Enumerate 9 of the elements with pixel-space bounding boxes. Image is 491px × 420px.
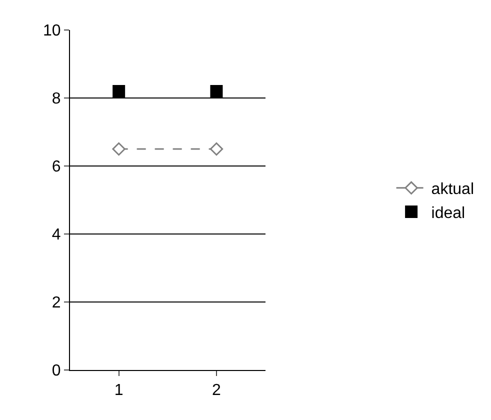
legend-label: aktual — [431, 181, 474, 198]
legend-label: ideal — [431, 204, 466, 222]
y-tick-label: 10 — [43, 22, 61, 40]
y-tick-label: 4 — [52, 226, 61, 244]
y-tick-label: 0 — [52, 362, 61, 380]
y-tick-label: 6 — [52, 158, 61, 176]
x-tick-label: 1 — [114, 382, 124, 400]
y-tick-label: 8 — [52, 90, 61, 108]
y-tick-label: 2 — [52, 294, 61, 312]
